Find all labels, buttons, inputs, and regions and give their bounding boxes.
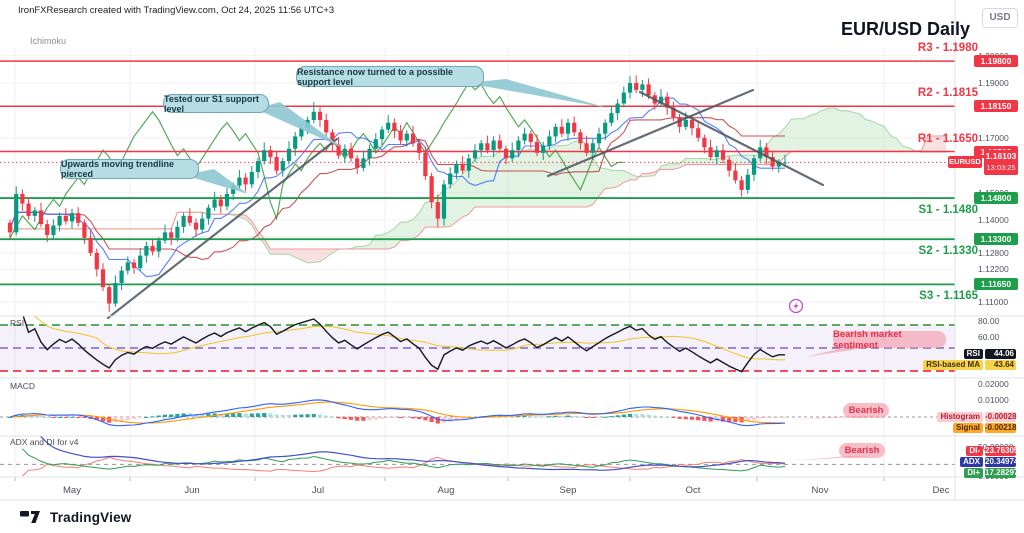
di-plus-tag: DI+ (964, 468, 983, 478)
time-axis-month-label: May (63, 485, 81, 496)
price-scale-label-s1: 1.14800 (974, 192, 1018, 205)
macd-signal-value: -0.00218 (985, 423, 1017, 433)
time-axis-month-label: Sep (559, 485, 577, 496)
macd-histogram-value: -0.00028 (985, 412, 1017, 422)
adx-pane (0, 436, 955, 477)
axis-tick-label: 1.14000 (978, 215, 1009, 225)
rsi-ma-value: 43.64 (985, 360, 1016, 370)
rsi-tag: RSI (963, 349, 983, 359)
time-axis-month-label: Aug (437, 485, 455, 496)
support-label-s3: S3 - 1.1165 (919, 290, 978, 303)
rsi-ma-tag: RSI-based MA (923, 360, 983, 370)
rsi-pane-title: RSI (10, 318, 25, 328)
last-price-label: 1.16103 13:03:25 (984, 150, 1018, 176)
grid-lines (0, 48, 955, 481)
price-scale-label-s2: 1.13300 (974, 233, 1018, 246)
time-axis-month-label: Jun (184, 485, 200, 496)
axis-tick-label: 80.00 (978, 316, 1000, 326)
resistance-label-r1: R1 - 1.1650 (917, 132, 978, 145)
di-plus-value: 17.28297 (985, 468, 1019, 478)
trendlines (106, 88, 825, 320)
di-minus-value: 23.76305 (985, 446, 1019, 456)
axis-tick-label: 1.17000 (978, 132, 1009, 143)
tradingview-logo-text: TradingView (50, 509, 132, 525)
macd-pane (0, 399, 955, 427)
macd-pane-title: MACD (10, 381, 36, 391)
time-axis-month-label: Nov (811, 485, 829, 496)
ichimoku-indicator-label: Ichimoku (30, 36, 67, 46)
annotation-resistance-support[interactable]: Resistance now turned to a possible supp… (296, 66, 484, 87)
time-axis-month-label: Oct (685, 485, 701, 496)
time-axis-month-label: Jul (311, 485, 325, 496)
price-scale-label-s3: 1.11650 (974, 278, 1018, 291)
badge-bearish-sentiment[interactable]: Bearish market sentiment (833, 329, 946, 351)
axis-tick-label: 0.01000 (978, 395, 1009, 405)
adx-pane-title: ADX and DI for v4 (10, 437, 79, 447)
macd-histogram-tag: Histogram (937, 412, 983, 422)
macd-signal-tag: Signal (952, 423, 983, 433)
attribution-text: IronFXResearch created with TradingView.… (18, 5, 335, 16)
last-price-value: 1.16103 (985, 151, 1017, 162)
axis-tick-label: 1.11000 (978, 297, 1009, 308)
resistance-label-r3: R3 - 1.1980 (917, 42, 978, 55)
di-minus-tag: DI- (966, 446, 983, 456)
rsi-pane (0, 316, 955, 373)
tradingview-logo-icon (20, 511, 40, 523)
candles (7, 75, 788, 312)
support-label-s1: S1 - 1.1480 (918, 204, 978, 217)
annotation-tails (184, 79, 878, 461)
tradingview-logo[interactable]: TradingView (20, 508, 131, 526)
annotation-tested-s1[interactable]: Tested our S1 support level (163, 94, 269, 114)
axis-tick-label: 1.12800 (978, 247, 1009, 258)
symbol-tag: EURUSD (948, 156, 982, 169)
currency-toggle-button[interactable]: USD (982, 8, 1018, 28)
price-pane (9, 82, 947, 278)
adx-tag: ADX (960, 457, 983, 467)
axis-tick-label: 1.19000 (978, 78, 1009, 88)
axis-tick-label: 1.12200 (978, 264, 1009, 275)
adx-value: 20.34974 (985, 457, 1019, 467)
chart-title: EUR/USD Daily (840, 19, 970, 39)
rsi-value: 44.06 (985, 349, 1016, 359)
axis-tick-label: 0.02000 (978, 379, 1009, 389)
badge-bearish-macd[interactable]: Bearish (843, 403, 889, 418)
price-scale-label-r2: 1.18150 (974, 100, 1018, 113)
annotation-trendline-pierced[interactable]: Upwards moving trendline pierced (60, 159, 199, 179)
time-axis-month-label: Dec (932, 485, 950, 496)
price-scale-label-r3: 1.19800 (974, 55, 1018, 68)
resistance-label-r2: R2 - 1.1815 (917, 87, 978, 100)
badge-bearish-adx[interactable]: Bearish (839, 443, 885, 458)
lightning-event-icon (788, 298, 804, 314)
axis-tick-label: 60.00 (978, 332, 1000, 342)
support-label-s2: S2 - 1.1330 (918, 245, 978, 258)
bar-countdown: 13:03:25 (986, 163, 1016, 173)
